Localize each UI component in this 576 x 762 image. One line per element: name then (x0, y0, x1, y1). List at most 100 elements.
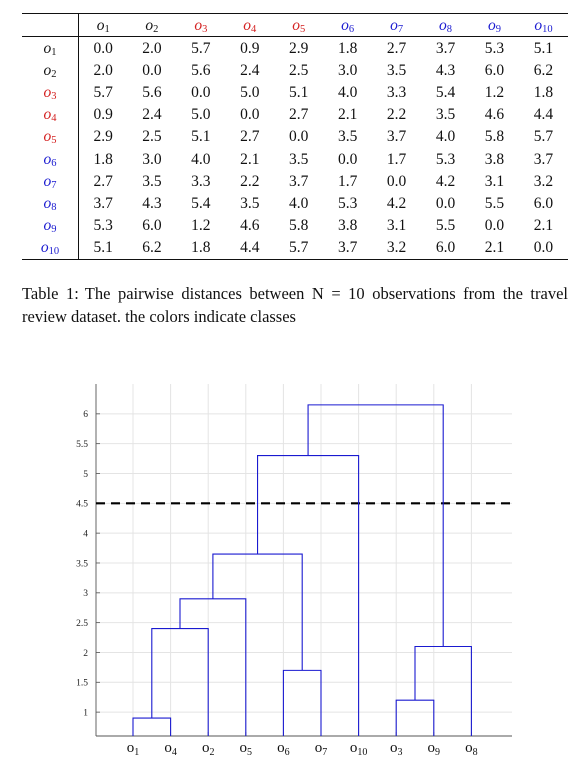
distance-cell: 4.0 (289, 194, 309, 212)
caption-label: Table 1: (22, 284, 79, 303)
distance-cell: 1.7 (386, 150, 407, 168)
distance-table: o1 o2 o3 o4 o5 o6 o7 o8 o9 o10 o1 0.0 2.0 5.7 0.9 2.9 1… (22, 13, 568, 260)
distance-cell: 4.0 (191, 150, 211, 168)
distance-cell: 4.4 (533, 106, 554, 124)
distance-cell: 3.3 (386, 83, 407, 101)
distance-cell: 1.2 (191, 217, 211, 235)
column-header-label: o1 (96, 17, 110, 35)
distance-cell: 5.1 (289, 83, 309, 101)
distance-cell: 6.2 (142, 239, 162, 257)
column-header-o9: o9 (470, 14, 519, 37)
distance-cell: 3.8 (484, 150, 505, 168)
column-header-o5: o5 (274, 14, 323, 37)
table-row: o7 2.7 3.5 3.3 2.2 3.7 1.7 0.0 4.2 3.1 3.2 (22, 170, 568, 193)
distance-cell: 5.3 (93, 217, 113, 235)
table-row: o8 3.7 4.3 5.4 3.5 4.0 5.3 4.2 0.0 5.5 6.0 (22, 192, 568, 215)
y-tick-label: 1.5 (76, 679, 88, 689)
y-tick-label: 4.5 (76, 500, 88, 510)
row-header-label: o4 (43, 106, 57, 125)
distance-cell: 3.5 (240, 194, 260, 212)
distance-cell: 1.8 (191, 239, 211, 257)
leaf-label-o5: o5 (240, 740, 253, 758)
dendrogram-link (212, 553, 303, 671)
distance-cell: 2.5 (142, 128, 162, 146)
distance-cell: 3.5 (142, 172, 162, 190)
column-header-o3: o3 (176, 14, 225, 37)
distance-cell: 2.7 (289, 106, 309, 124)
table-row: o3 5.7 5.6 0.0 5.0 5.1 4.0 3.3 5.4 1.2 1.8 (22, 81, 568, 104)
y-tick-label: 6 (83, 410, 88, 420)
distance-cell: 3.2 (386, 239, 407, 257)
distance-cell: 4.2 (435, 172, 456, 190)
row-header-label: o1 (43, 39, 57, 58)
distance-cell: 0.9 (240, 39, 260, 57)
table-row: o9 5.3 6.0 1.2 4.6 5.8 3.8 3.1 5.5 0.0 2.1 (22, 214, 568, 237)
distance-cell: 4.3 (142, 194, 162, 212)
plot-area (96, 384, 512, 736)
column-header-label: o5 (292, 17, 306, 35)
distance-cell: 5.8 (289, 217, 309, 235)
distance-cell: 1.2 (484, 83, 505, 101)
y-tick-label: 2 (83, 649, 88, 659)
y-tick-label: 5.5 (76, 440, 88, 450)
distance-cell: 3.7 (435, 39, 456, 57)
distance-cell: 0.0 (93, 39, 113, 57)
leaf-label-o8: o8 (465, 740, 478, 758)
distance-cell: 5.6 (142, 83, 162, 101)
distance-cell: 2.4 (142, 106, 162, 124)
y-tick-label: 2.5 (76, 619, 88, 629)
dendrogram-link (282, 669, 322, 736)
column-header-label: o3 (194, 17, 208, 35)
row-header-label: o3 (43, 83, 57, 102)
row-header-o8: o8 (22, 192, 79, 215)
leaf-label-o9: o9 (428, 740, 441, 758)
table-row: o10 5.1 6.2 1.8 4.4 5.7 3.7 3.2 6.0 2.1 0.0 (22, 236, 568, 260)
distance-cell: 0.0 (484, 217, 505, 235)
distance-cell: 5.4 (435, 83, 456, 101)
distance-cell: 5.3 (337, 194, 358, 212)
column-header-label: o7 (390, 17, 404, 35)
distance-cell: 3.7 (533, 150, 554, 168)
column-header-label: o6 (341, 17, 355, 35)
distance-cell: 4.6 (484, 106, 505, 124)
distance-cell: 0.0 (337, 150, 358, 168)
distance-cell: 2.1 (484, 239, 505, 257)
distance-cell: 0.0 (240, 106, 260, 124)
distance-cell: 3.2 (533, 172, 554, 190)
distance-cell: 3.8 (337, 217, 358, 235)
distance-cell: 3.0 (142, 150, 162, 168)
row-header-o9: o9 (22, 214, 79, 237)
distance-cell: 0.0 (435, 194, 456, 212)
distance-cell: 4.3 (435, 61, 456, 79)
distance-cell: 2.5 (289, 61, 309, 79)
distance-table-container: o1 o2 o3 o4 o5 o6 o7 o8 o9 o10 o1 0.0 2.0 5.7 0.9 2.9 1… (22, 13, 568, 260)
row-header-o2: o2 (22, 59, 79, 82)
distance-cell: 2.1 (533, 217, 554, 235)
distance-cell: 3.7 (337, 239, 358, 257)
row-header-o10: o10 (22, 236, 79, 260)
distance-cell: 3.1 (484, 172, 505, 190)
distance-cell: 5.5 (435, 217, 456, 235)
y-tick-label: 5 (83, 470, 88, 480)
distance-cell: 0.0 (191, 83, 211, 101)
distance-cell: 0.0 (142, 61, 162, 79)
distance-cell: 3.5 (289, 150, 309, 168)
leaf-label-o7: o7 (315, 740, 328, 758)
link-layer (132, 404, 472, 736)
leaf-label-o2: o2 (202, 740, 215, 758)
distance-cell: 2.1 (240, 150, 260, 168)
table-row: o4 0.9 2.4 5.0 0.0 2.7 2.1 2.2 3.5 4.6 4.4 (22, 103, 568, 126)
column-header-label: o2 (145, 17, 159, 35)
column-header-o7: o7 (372, 14, 421, 37)
distance-cell: 2.1 (337, 106, 358, 124)
distance-cell: 3.0 (337, 61, 358, 79)
column-header-o1: o1 (79, 14, 128, 37)
distance-cell: 6.0 (484, 61, 505, 79)
distance-cell: 2.7 (240, 128, 260, 146)
column-header-label: o8 (439, 17, 453, 35)
table-row: o1 0.0 2.0 5.7 0.9 2.9 1.8 2.7 3.7 5.3 5.1 (22, 36, 568, 60)
row-header-label: o8 (43, 194, 57, 213)
leaf-label-o3: o3 (390, 740, 403, 758)
distance-cell: 0.9 (93, 106, 113, 124)
